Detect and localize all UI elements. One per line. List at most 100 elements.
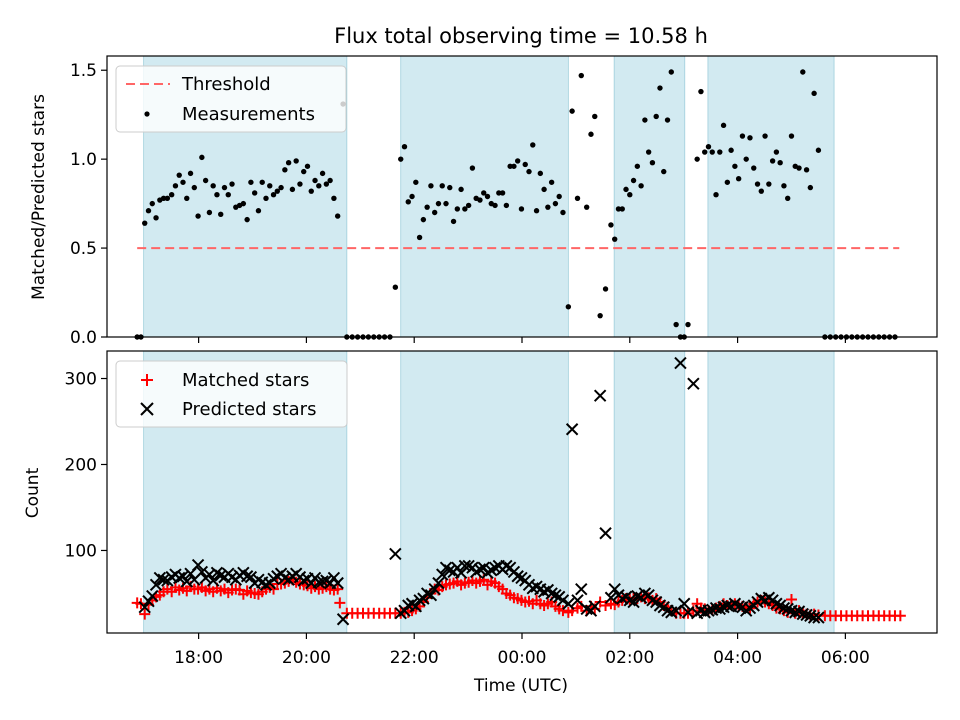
predicted-point <box>244 570 258 584</box>
ratio-y-ticks: 0.0 0.5 1.0 1.5 <box>70 61 107 348</box>
measurement-point <box>420 216 427 223</box>
measurement-point <box>244 216 250 223</box>
measurement-point <box>142 220 148 226</box>
measurement-point <box>781 183 787 189</box>
measurement-point <box>597 312 603 319</box>
ratio-panel: 0.0 0.5 1.0 1.5 Matched/Predicted stars Thr… <box>29 55 938 348</box>
measurement-point <box>443 200 449 207</box>
predicted-point <box>443 564 456 577</box>
predicted-point <box>157 573 170 586</box>
matched-point <box>332 583 344 595</box>
measurement-point <box>569 108 575 114</box>
measurement-point <box>811 90 817 97</box>
measurement-point <box>278 184 284 191</box>
measurement-point <box>416 234 423 241</box>
predicted-point <box>458 559 472 573</box>
predicted-point <box>604 591 618 604</box>
measurement-point <box>469 165 476 171</box>
measurement-point <box>331 195 337 201</box>
predicted-point <box>206 574 220 587</box>
count-y-axis-label: Count <box>23 467 43 518</box>
predicted-point <box>511 570 524 583</box>
measurement-point <box>240 200 247 207</box>
measurement-point <box>187 170 194 177</box>
measurement-point <box>608 222 614 228</box>
predicted-point <box>777 601 791 615</box>
predicted-point <box>473 563 487 576</box>
predicted-point <box>702 604 715 617</box>
measurement-point <box>304 163 311 169</box>
ratio-y-axis-label: Matched/Predicted stars <box>29 94 49 300</box>
measurement-point <box>627 192 633 198</box>
measurement-point <box>274 188 281 194</box>
measurement-point <box>705 144 712 150</box>
predicted-point <box>389 547 402 561</box>
measurement-point <box>392 284 399 290</box>
predicted-point <box>462 559 475 573</box>
matched-point <box>139 608 151 620</box>
measurement-point <box>263 195 269 201</box>
x-tick-label: 04:00 <box>713 648 762 668</box>
measurement-point <box>583 204 590 210</box>
predicted-point <box>796 607 810 621</box>
ratio-x-ticks <box>198 337 846 343</box>
measurement-point <box>180 179 186 185</box>
measurement-point <box>248 179 254 185</box>
measurement-point <box>316 183 322 189</box>
measurement-point <box>657 85 663 91</box>
measurement-point <box>751 165 757 171</box>
predicted-point <box>191 558 205 572</box>
measurement-point <box>634 163 641 169</box>
predicted-point <box>297 574 310 587</box>
predicted-point <box>278 571 292 585</box>
measurement-point <box>401 144 408 150</box>
measurement-point <box>739 133 746 139</box>
predicted-point <box>173 571 186 585</box>
predicted-point <box>432 576 445 590</box>
measurement-point <box>728 147 734 153</box>
measurement-point <box>477 197 483 203</box>
measurement-point <box>807 184 814 191</box>
observing-span <box>613 55 686 338</box>
legend-threshold-label: Threshold <box>181 74 271 95</box>
predicted-point <box>800 608 813 622</box>
predicted-point <box>732 600 745 613</box>
legend-measurements-swatch <box>144 111 150 117</box>
measurement-point <box>206 209 213 216</box>
measurement-point <box>319 170 326 177</box>
matched-point <box>334 597 346 609</box>
measurement-point <box>578 72 584 79</box>
predicted-point <box>556 594 570 607</box>
predicted-point <box>623 594 636 607</box>
predicted-point <box>687 377 700 390</box>
measurement-point <box>713 192 719 198</box>
measurement-point <box>282 167 288 173</box>
measurement-point <box>424 204 430 210</box>
measurement-point <box>285 160 292 166</box>
measurement-point <box>796 165 802 171</box>
measurement-point <box>522 161 528 168</box>
measurement-point <box>507 163 513 169</box>
measurement-point <box>815 147 822 153</box>
ratio-legend-box <box>115 65 347 133</box>
predicted-point <box>588 600 601 613</box>
legend-matched-label: Matched stars <box>182 370 309 391</box>
measurement-point <box>623 186 629 193</box>
measurement-point <box>612 236 618 242</box>
measurement-point <box>777 160 783 166</box>
measurement-point <box>548 179 555 185</box>
observing-span <box>613 350 686 634</box>
measurement-point <box>556 193 562 200</box>
measurement-point <box>435 200 442 207</box>
measurement-point <box>702 149 708 155</box>
predicted-point <box>812 611 825 624</box>
measurement-point <box>496 190 502 196</box>
y-tick-label: 0.0 <box>70 328 97 348</box>
measurement-point <box>642 117 648 123</box>
measurement-point <box>251 190 258 196</box>
count-x-ticks: 18:00 20:00 22:00 00:00 02:00 04:00 06:00 <box>174 633 870 668</box>
measurement-point <box>769 158 776 164</box>
measurement-point <box>499 190 506 196</box>
measurement-point <box>773 149 780 155</box>
measurement-point <box>565 304 572 310</box>
